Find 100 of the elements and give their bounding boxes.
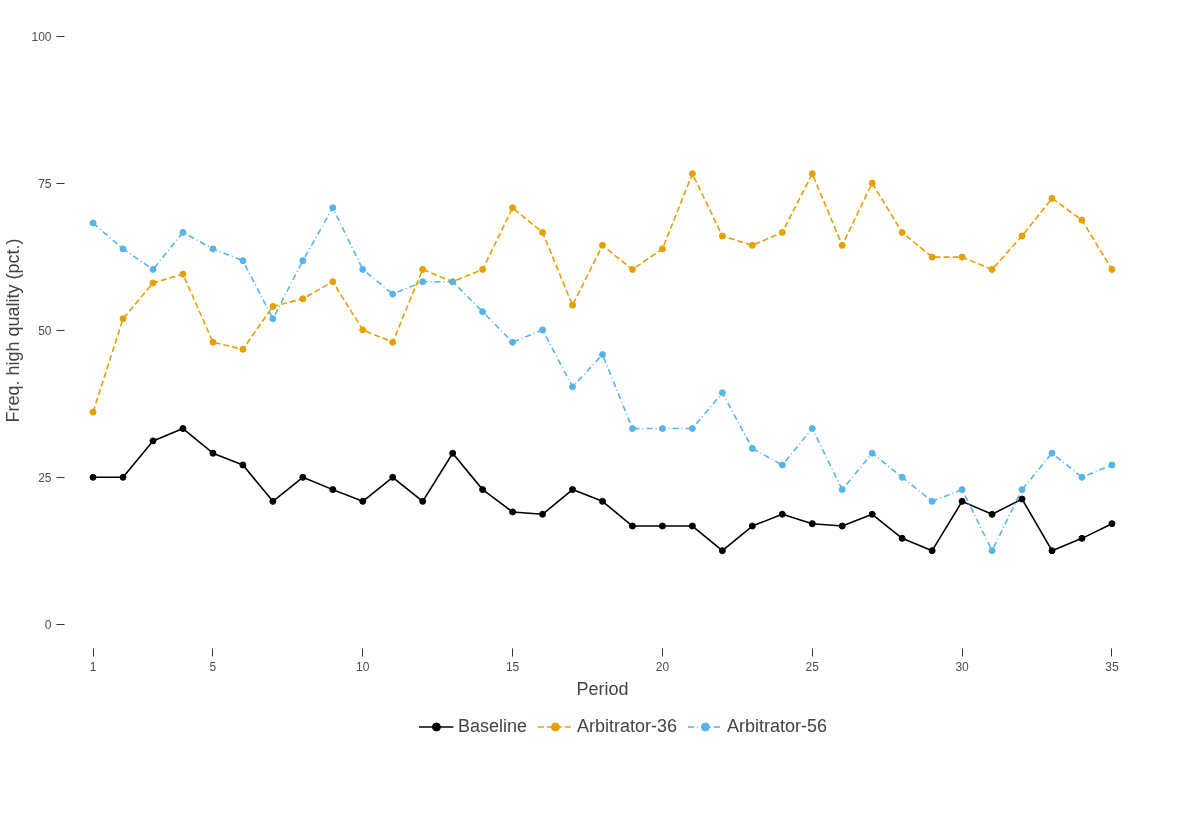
point bbox=[329, 486, 337, 494]
point bbox=[898, 473, 906, 481]
point bbox=[149, 279, 157, 287]
point bbox=[658, 522, 666, 530]
point bbox=[958, 253, 966, 261]
point bbox=[89, 408, 97, 416]
point bbox=[1108, 461, 1116, 469]
point bbox=[479, 265, 487, 273]
point bbox=[778, 510, 786, 518]
point bbox=[778, 461, 786, 469]
point bbox=[119, 315, 127, 323]
point bbox=[898, 534, 906, 542]
x-tick-label: 5 bbox=[209, 659, 217, 674]
point bbox=[958, 497, 966, 505]
point bbox=[539, 510, 547, 518]
point bbox=[389, 338, 397, 346]
point bbox=[868, 449, 876, 457]
point bbox=[748, 241, 756, 249]
point bbox=[479, 308, 487, 316]
point bbox=[389, 290, 397, 298]
point bbox=[688, 425, 696, 433]
point bbox=[269, 302, 277, 310]
point bbox=[1078, 534, 1086, 542]
point bbox=[928, 497, 936, 505]
point bbox=[119, 245, 127, 253]
point bbox=[628, 522, 636, 530]
point bbox=[179, 270, 187, 278]
point bbox=[1108, 265, 1116, 273]
legend-label: Arbitrator-56 bbox=[727, 715, 828, 737]
point bbox=[748, 445, 756, 453]
y-axis-title: Freq. high quality (pct.) bbox=[3, 238, 24, 423]
point bbox=[329, 278, 337, 286]
point bbox=[89, 219, 97, 227]
point bbox=[539, 228, 547, 236]
y-tick-label: 50 bbox=[38, 324, 52, 338]
x-tick-label: 20 bbox=[655, 659, 670, 674]
point bbox=[988, 265, 996, 273]
legend-label: Baseline bbox=[457, 715, 527, 737]
point bbox=[778, 228, 786, 236]
point bbox=[718, 232, 726, 240]
point bbox=[718, 547, 726, 555]
point bbox=[1108, 520, 1116, 528]
point bbox=[239, 345, 247, 353]
point bbox=[1078, 473, 1086, 481]
y-tick-label: 25 bbox=[38, 470, 52, 485]
point bbox=[599, 497, 606, 505]
point bbox=[119, 473, 127, 481]
point bbox=[808, 170, 816, 178]
point bbox=[1078, 216, 1086, 224]
point bbox=[239, 461, 247, 469]
point bbox=[1018, 232, 1026, 240]
point bbox=[718, 389, 726, 397]
point bbox=[868, 179, 876, 187]
point bbox=[988, 547, 996, 555]
point bbox=[599, 241, 606, 249]
point bbox=[688, 170, 696, 178]
point bbox=[299, 473, 307, 481]
point bbox=[419, 265, 427, 273]
point bbox=[658, 425, 666, 433]
point bbox=[269, 497, 277, 505]
point bbox=[359, 497, 367, 505]
point bbox=[149, 265, 157, 273]
point bbox=[449, 449, 457, 457]
point bbox=[1048, 449, 1056, 457]
point bbox=[838, 486, 846, 494]
point bbox=[539, 326, 547, 334]
point bbox=[599, 351, 606, 359]
point bbox=[299, 295, 307, 303]
x-tick-label: 35 bbox=[1105, 659, 1119, 674]
x-tick-label: 25 bbox=[805, 659, 820, 674]
point bbox=[569, 301, 577, 309]
point bbox=[389, 473, 397, 481]
point bbox=[419, 278, 427, 286]
point bbox=[179, 425, 187, 433]
point bbox=[928, 253, 936, 261]
legend-label: Arbitrator-36 bbox=[576, 715, 678, 737]
point bbox=[239, 257, 247, 265]
point bbox=[808, 425, 816, 433]
point bbox=[509, 508, 517, 516]
point bbox=[569, 486, 577, 494]
point bbox=[359, 265, 367, 273]
point bbox=[1048, 547, 1056, 555]
x-tick-label: 10 bbox=[356, 659, 370, 674]
point bbox=[299, 257, 307, 265]
point bbox=[868, 510, 876, 518]
point bbox=[988, 510, 996, 518]
point bbox=[209, 338, 217, 346]
point bbox=[688, 522, 696, 530]
point bbox=[658, 245, 666, 253]
y-tick-label: 100 bbox=[31, 30, 52, 45]
point bbox=[89, 473, 97, 481]
y-tick-label: 0 bbox=[44, 617, 52, 632]
x-tick-label: 15 bbox=[505, 659, 520, 674]
point bbox=[808, 520, 816, 528]
point bbox=[329, 204, 337, 212]
point bbox=[628, 265, 636, 273]
point bbox=[419, 497, 427, 505]
point bbox=[359, 326, 367, 334]
x-tick-label: 30 bbox=[955, 659, 970, 674]
point bbox=[1018, 486, 1026, 494]
